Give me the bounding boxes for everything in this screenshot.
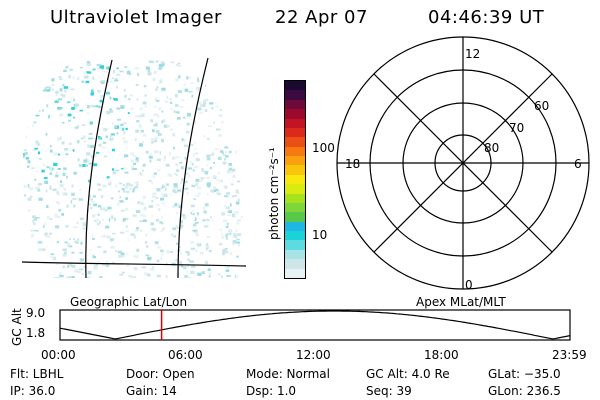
colorbar-segment: [285, 137, 305, 147]
x-tick-1800: 18:00: [424, 348, 459, 362]
colorbar-segment: [285, 109, 305, 119]
x-tick-1200: 12:00: [296, 348, 331, 362]
mlt-label-18: 18: [345, 157, 360, 171]
x-tick-0000: 00:00: [41, 348, 76, 362]
gc-alt-status: GC Alt: 4.0 Re: [366, 367, 450, 381]
filter-status: Flt: LBHL: [10, 367, 64, 381]
aurora-speckle-image: [22, 60, 243, 279]
colorbar-segment: [285, 231, 305, 241]
gain-status: Gain: 14: [126, 384, 177, 398]
colorbar-segment: [285, 165, 305, 175]
colorbar-segment: [285, 174, 305, 185]
date-label: 22 Apr 07: [275, 7, 368, 28]
colorbar-segment: [285, 127, 305, 138]
glon-status: GLon: 236.5: [488, 384, 561, 398]
seq-status: Seq: 39: [366, 384, 412, 398]
meridian-diagonal: [373, 73, 553, 253]
mlat-label-60: 60: [534, 99, 549, 113]
door-status: Door: Open: [126, 367, 195, 381]
apex-mlat-mlt-label: Apex MLat/MLT: [416, 295, 506, 309]
dsp-status: Dsp: 1.0: [246, 384, 297, 398]
colorbar-unit-label: photon cm⁻²s⁻¹: [267, 147, 281, 240]
longitude-line: [177, 57, 209, 279]
mlt-label-12: 12: [465, 47, 480, 61]
time-label: 04:46:39 UT: [428, 7, 545, 28]
geographic-image-panel: [21, 57, 247, 279]
colorbar-segment: [285, 202, 305, 213]
mode-status: Mode: Normal: [246, 367, 330, 381]
colorbar-segment: [285, 240, 305, 250]
latitude-line: [21, 261, 247, 267]
y-tick-9: 9.0: [26, 306, 46, 320]
colorbar-segment: [285, 249, 305, 260]
x-tick-0600: 06:00: [168, 348, 203, 362]
mlat-label-70: 70: [509, 121, 524, 135]
gc-alt-axis-title: GC Alt: [10, 308, 24, 346]
colorbar-tick-100: 100: [312, 141, 335, 155]
colorbar-segment: [285, 259, 305, 269]
imager-title: Ultraviolet Imager: [50, 7, 222, 28]
colorbar-segment: [285, 221, 305, 231]
mlt-label-0: 0: [465, 278, 473, 292]
altitude-curve: [59, 310, 571, 340]
glat-status: GLat: −35.0: [488, 367, 561, 381]
colorbar-segment: [285, 99, 305, 110]
colorbar-segment: [285, 268, 305, 278]
timeline-frame: [59, 309, 571, 341]
colorbar-segment: [285, 90, 305, 100]
colorbar-segment: [285, 118, 305, 128]
colorbar-segment: [285, 184, 305, 194]
colorbar-segment: [285, 81, 305, 91]
mlat-label-80: 80: [484, 141, 499, 155]
colorbar-tick-10: 10: [312, 228, 328, 242]
colorbar: [284, 80, 306, 279]
orbit-timeline-plot: [59, 309, 571, 341]
ip-status: IP: 36.0: [10, 384, 56, 398]
polar-mlat-mlt-grid: 12 18 6 0 60 70 80: [336, 36, 590, 292]
x-tick-2359: 23:59: [552, 348, 587, 362]
geographic-latlon-label: Geographic Lat/Lon: [70, 295, 188, 309]
colorbar-segment: [285, 212, 305, 222]
longitude-line: [85, 59, 113, 279]
mlt-label-6: 6: [574, 157, 582, 171]
colorbar-segment: [285, 193, 305, 203]
colorbar-segment: [285, 146, 305, 156]
colorbar-segment: [285, 156, 305, 166]
y-tick-1-8: 1.8: [26, 326, 46, 340]
